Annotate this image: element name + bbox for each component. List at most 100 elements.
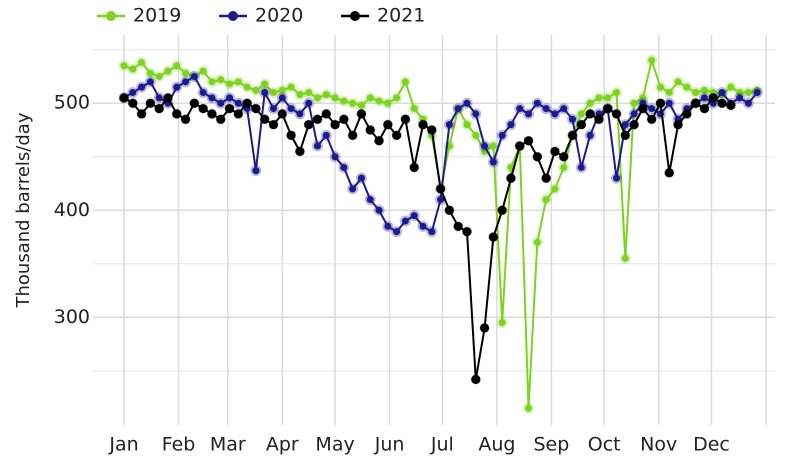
data-point [119,92,129,103]
data-point [276,92,288,104]
data-point [180,67,192,79]
data-point [742,87,754,99]
data-point [672,76,684,88]
data-point [540,103,552,115]
data-point [276,84,288,96]
data-point [127,98,138,109]
x-tick-label: Apr [266,434,299,456]
data-point [400,114,411,125]
y-tick-label: 400 [54,199,90,221]
legend-label: 2020 [255,5,303,27]
x-tick-label: Jun [374,434,405,456]
data-point [673,119,684,130]
legend-marker [350,11,360,21]
data-point [540,194,552,206]
data-point [312,114,323,125]
data-point [408,210,420,222]
data-point [409,162,420,173]
x-tick-label: Jul [430,434,454,456]
data-point [294,108,306,120]
data-point [610,87,622,99]
legend-marker [228,11,238,21]
data-point [417,220,429,232]
data-point [602,92,614,104]
data-point [329,92,341,104]
x-tick-label: Dec [693,434,730,456]
data-point [391,92,403,104]
legend-label: 2021 [377,5,425,27]
data-point [136,57,148,69]
data-point [374,135,385,146]
data-point [259,78,271,90]
data-point [698,92,710,104]
data-point [153,70,165,82]
data-point [320,89,332,101]
data-point [418,119,429,130]
data-point [224,92,236,104]
data-point [523,108,535,120]
data-point [655,98,666,109]
data-point [347,130,358,141]
data-point [717,98,728,109]
data-point [453,221,464,232]
data-point [171,60,183,72]
data-point [277,108,288,119]
data-point [127,87,139,99]
data-point [355,99,367,111]
data-point [162,92,173,103]
data-point [567,130,578,141]
x-tick-label: Feb [162,434,196,456]
y-tick-label: 300 [54,306,90,328]
data-point [215,97,227,109]
data-point [461,119,473,131]
data-point [338,161,350,173]
data-point [399,215,411,227]
data-point [646,103,658,115]
data-point [224,103,235,114]
data-point [628,108,640,120]
data-point [558,161,570,173]
data-point [549,108,561,120]
data-point [690,87,702,99]
x-tick-label: Aug [478,434,515,456]
data-point [461,226,472,237]
data-point [629,119,640,130]
data-point [681,108,692,119]
data-point [487,156,499,168]
y-axis-label: Thousand barrels/day [13,112,34,308]
data-point [188,70,200,82]
data-point [531,97,543,109]
data-point [585,108,596,119]
data-point [699,103,710,114]
data-point [725,81,737,93]
data-point [408,103,420,115]
data-point [487,140,499,152]
data-point [654,81,666,93]
data-point [320,129,332,141]
data-point [162,65,174,77]
data-point [250,103,261,114]
data-point [373,204,385,216]
data-point [189,98,200,109]
data-point [593,114,604,125]
data-point [698,84,710,96]
data-point [567,113,579,125]
data-point [118,60,130,72]
data-point [496,317,508,329]
data-point [531,236,543,248]
data-point [725,100,736,111]
series-group [119,92,736,385]
data-point [136,81,148,93]
data-point [479,140,491,152]
data-point [259,114,270,125]
data-point [338,95,350,107]
data-point [426,226,438,238]
data-point [338,114,349,125]
data-point [144,76,156,88]
data-point [224,78,236,90]
data-point [259,87,271,99]
data-point [215,74,227,86]
data-point [286,130,297,141]
data-point [144,67,156,79]
data-point [470,129,482,141]
